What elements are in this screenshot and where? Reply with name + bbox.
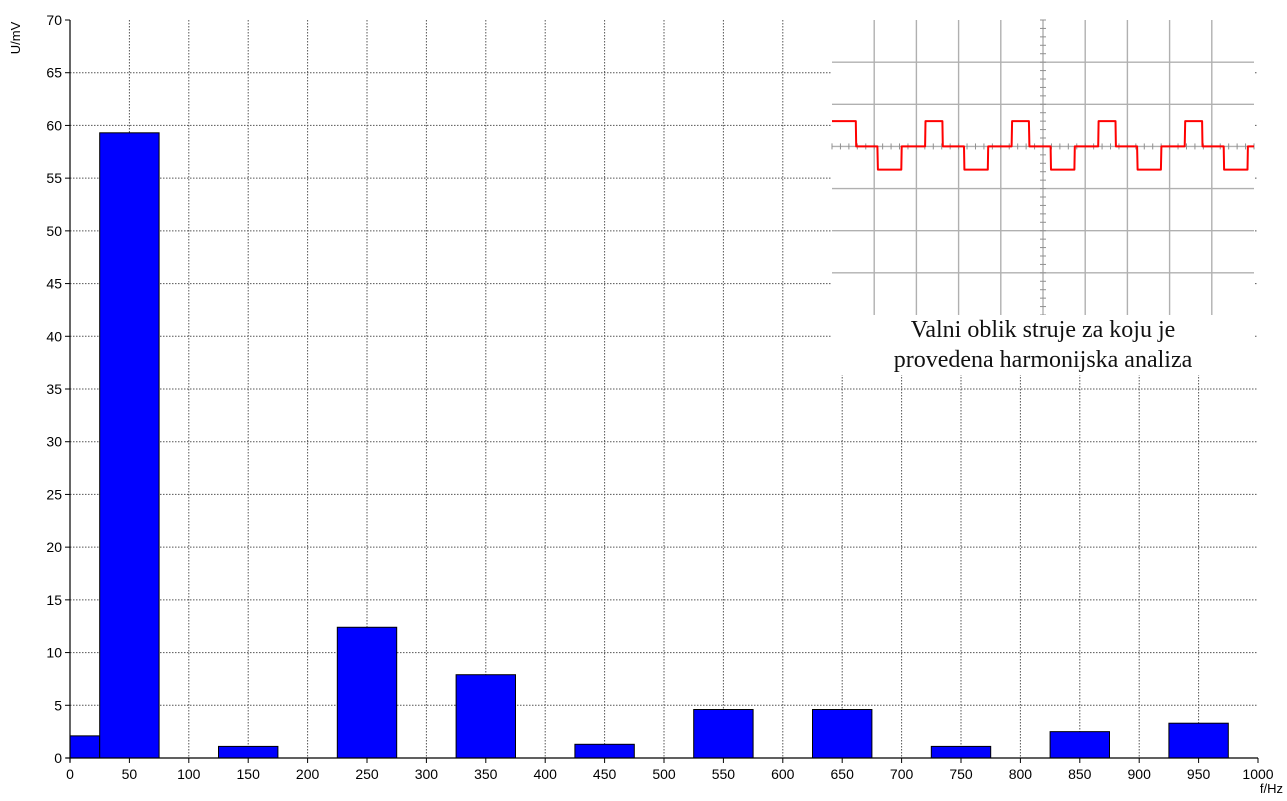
bar [574,743,635,759]
y-tick-label: 65 [46,65,62,81]
bar [336,626,398,759]
bar [693,709,754,759]
bar [1049,731,1110,759]
x-tick-label: 550 [712,766,736,782]
bar [218,745,279,759]
x-tick-label: 100 [177,766,201,782]
x-tick-label: 750 [949,766,973,782]
y-tick-label: 20 [46,539,62,555]
bar [930,745,992,759]
x-tick-label: 200 [296,766,320,782]
y-tick-label: 40 [46,328,62,344]
x-tick-label: 950 [1187,766,1211,782]
x-tick-label: 1000 [1242,766,1273,782]
x-tick-label: 150 [237,766,261,782]
inset-caption: Valni oblik struje za koju je provedena … [832,315,1254,375]
bar [1168,722,1229,759]
y-tick-label: 45 [46,276,62,292]
x-axis-label: f/Hz [1260,781,1283,796]
x-tick-label: 900 [1128,766,1152,782]
bar [812,709,873,759]
main-ticks: 0 50 100 150 200 250 300 350 400 450 500 550 600 650 7… [46,12,1273,782]
y-tick-label: 60 [46,117,62,133]
y-tick-label: 25 [46,486,62,502]
x-tick-label: 700 [890,766,914,782]
x-tick-label: 850 [1068,766,1092,782]
x-tick-label: 650 [831,766,855,782]
x-tick-label: 350 [474,766,498,782]
y-tick-label: 55 [46,170,62,186]
x-tick-label: 300 [415,766,439,782]
y-tick-label: 35 [46,381,62,397]
inset-waveform-line [832,120,1254,171]
x-tick-label: 500 [652,766,676,782]
y-tick-label: 0 [54,750,62,766]
y-tick-label: 5 [54,697,62,713]
x-tick-label: 250 [355,766,379,782]
main-bars [69,132,1229,759]
x-tick-label: 400 [534,766,558,782]
x-tick-label: 0 [66,766,74,782]
x-tick-label: 800 [1009,766,1033,782]
y-tick-label: 70 [46,12,62,28]
waveform-inset [831,19,1255,316]
x-tick-label: 600 [771,766,795,782]
inset-caption-line: Valni oblik struje za koju je [910,317,1176,343]
main-axes [66,20,1258,762]
x-tick-label: 50 [122,766,138,782]
bar [455,674,517,759]
y-tick-label: 15 [46,592,62,608]
x-tick-label: 450 [593,766,617,782]
y-tick-label: 30 [46,434,62,450]
y-axis-label: U/mV [8,21,23,54]
bar [99,132,160,759]
inset-caption-line: provedena harmonijska analiza [893,347,1193,373]
y-tick-label: 10 [46,645,62,661]
y-tick-label: 50 [46,223,62,239]
bar [69,735,101,759]
